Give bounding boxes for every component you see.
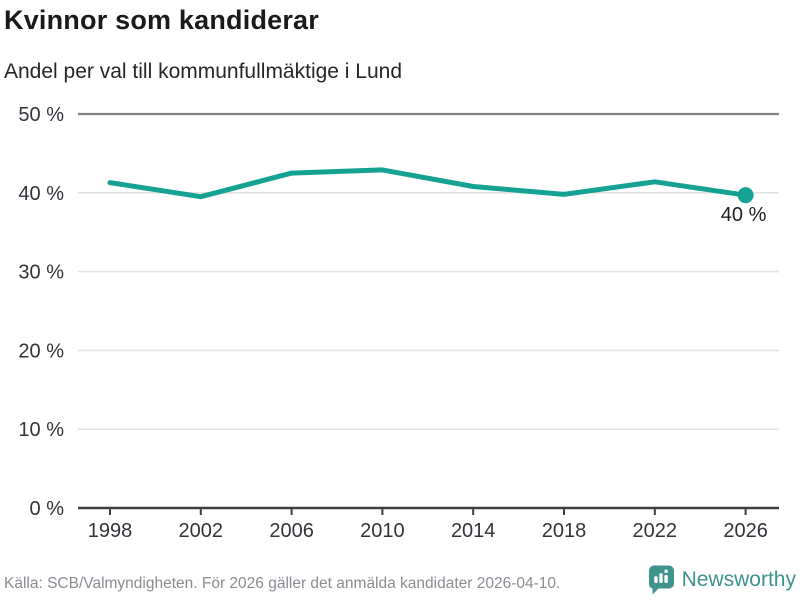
data-line-series	[107, 167, 749, 200]
newsworthy-brand-link[interactable]: Newsworthy	[648, 565, 796, 595]
y-axis-tick-label: 30 %	[18, 262, 64, 284]
newsworthy-brand-name: Newsworthy	[681, 568, 796, 591]
source-note: Källa: SCB/Valmyndigheten. För 2026 gäll…	[4, 575, 561, 592]
y-axis-tick-label: 40 %	[18, 183, 64, 205]
y-axis-tick-label: 20 %	[18, 340, 64, 362]
x-axis-tick-label: 2022	[633, 520, 678, 542]
x-axis-tick-label: 1998	[88, 520, 133, 542]
y-axis-tick-label: 0 %	[30, 498, 65, 520]
x-axis-tick-label: 2006	[269, 520, 314, 542]
x-axis-tick-label: 2010	[360, 520, 405, 542]
newsworthy-logo-icon	[648, 565, 675, 595]
x-axis-tick-label: 2026	[723, 520, 768, 542]
end-point-marker	[737, 187, 754, 204]
y-axis-tick-label: 50 %	[18, 104, 64, 126]
x-axis-tick-label: 2002	[179, 520, 224, 542]
x-axis-tick-label: 2014	[451, 520, 496, 542]
end-point-value-label: 40 %	[721, 204, 767, 226]
chart-title: Kvinnor som kandiderar	[4, 5, 319, 35]
chart-subtitle: Andel per val till kommunfullmäktige i L…	[4, 60, 403, 83]
y-axis-tick-label: 10 %	[18, 419, 64, 441]
x-axis-tick-label: 2018	[542, 520, 587, 542]
